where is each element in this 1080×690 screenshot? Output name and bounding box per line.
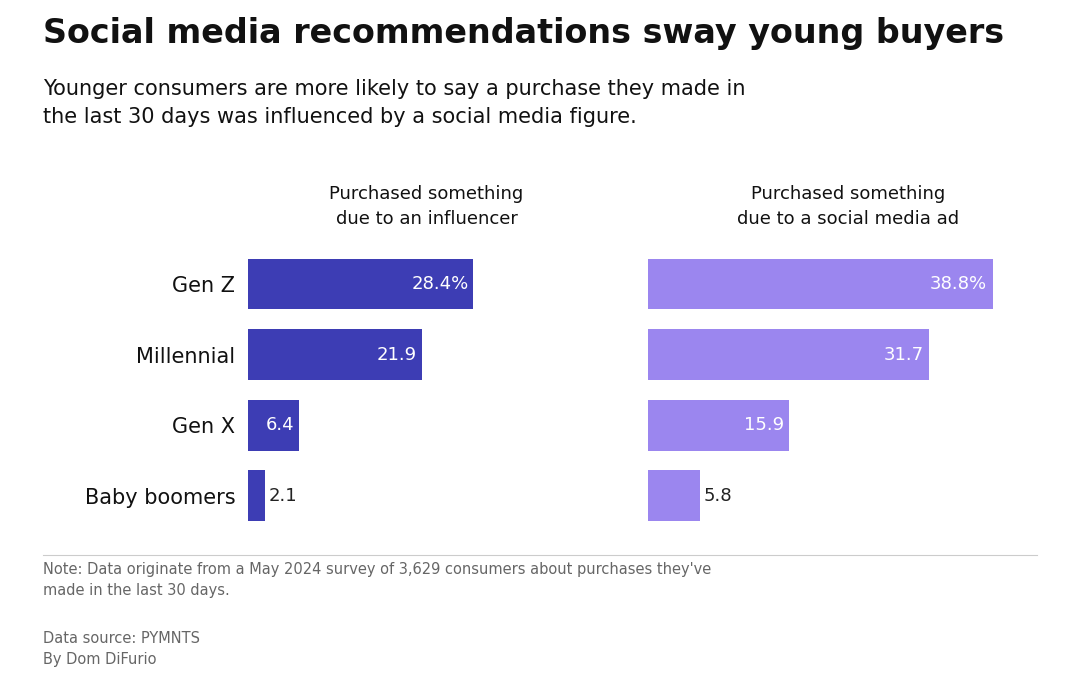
Text: Data source: PYMNTS
By Dom DiFurio: Data source: PYMNTS By Dom DiFurio <box>43 631 200 667</box>
Bar <box>248 259 473 309</box>
Bar <box>248 471 265 521</box>
Title: Purchased something
due to an influencer: Purchased something due to an influencer <box>329 185 524 228</box>
Bar <box>248 400 299 451</box>
Text: 2.1: 2.1 <box>269 486 298 505</box>
Bar <box>248 329 422 380</box>
Text: 38.8%: 38.8% <box>930 275 987 293</box>
Text: Social media recommendations sway young buyers: Social media recommendations sway young … <box>43 17 1004 50</box>
Bar <box>648 400 789 451</box>
Bar <box>648 329 930 380</box>
Bar <box>648 471 700 521</box>
Text: Younger consumers are more likely to say a purchase they made in
the last 30 day: Younger consumers are more likely to say… <box>43 79 745 126</box>
Text: Note: Data originate from a May 2024 survey of 3,629 consumers about purchases t: Note: Data originate from a May 2024 sur… <box>43 562 712 598</box>
Text: 6.4: 6.4 <box>266 416 295 434</box>
Text: 15.9: 15.9 <box>744 416 784 434</box>
Text: 21.9: 21.9 <box>377 346 417 364</box>
Bar <box>648 259 993 309</box>
Text: 31.7: 31.7 <box>885 346 924 364</box>
Text: 5.8: 5.8 <box>704 486 732 505</box>
Title: Purchased something
due to a social media ad: Purchased something due to a social medi… <box>737 185 959 228</box>
Text: 28.4%: 28.4% <box>411 275 469 293</box>
